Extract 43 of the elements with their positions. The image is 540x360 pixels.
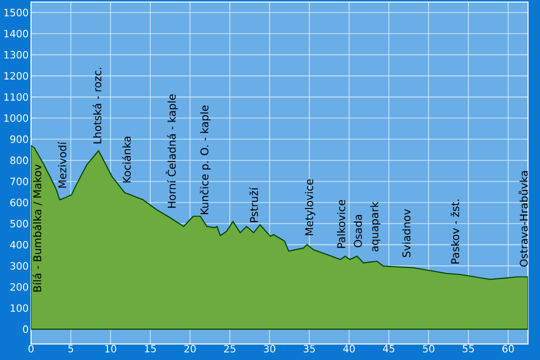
x-tick-label: 5 bbox=[68, 344, 74, 352]
annotation: Sviadnov bbox=[402, 209, 410, 258]
x-tick-label: 45 bbox=[382, 344, 394, 352]
x-tick-label: 15 bbox=[145, 344, 156, 352]
annotation: aquapark bbox=[370, 202, 380, 252]
annotation: Horní Čeladná - kaple bbox=[166, 94, 178, 208]
annotation: Pstruží bbox=[249, 187, 258, 222]
x-tick-label: 35 bbox=[304, 344, 315, 352]
x-tick-label: 30 bbox=[264, 344, 276, 352]
y-tick-label: 100 bbox=[10, 304, 28, 312]
y-tick-label: 1200 bbox=[4, 72, 28, 80]
annotation: Lhotská - rozc. bbox=[92, 68, 102, 144]
annotation: Ostrava-Hrabůvka bbox=[518, 171, 528, 267]
annotation: Bílá - Bumbálka / Makov bbox=[32, 164, 42, 292]
y-tick-label: 500 bbox=[10, 220, 28, 228]
y-tick-label: 1500 bbox=[4, 8, 28, 16]
annotation: Paskov - žst. bbox=[450, 200, 460, 264]
annotation: Osada bbox=[354, 215, 362, 248]
y-tick-label: 0 bbox=[23, 325, 28, 333]
x-tick-label: 50 bbox=[423, 344, 434, 352]
y-tick-label: 1000 bbox=[4, 114, 28, 122]
y-tick-label: 1400 bbox=[4, 30, 28, 38]
y-tick-label: 600 bbox=[10, 198, 28, 206]
x-tick-label: 40 bbox=[343, 344, 355, 352]
y-tick-label: 400 bbox=[10, 240, 28, 249]
y-tick-label: 300 bbox=[10, 262, 28, 270]
x-tick-label: 10 bbox=[105, 344, 116, 352]
x-tick-label: 0 bbox=[28, 344, 34, 352]
y-tick-label: 1300 bbox=[4, 50, 28, 59]
annotation: Palkovice bbox=[337, 200, 346, 248]
y-tick-label: 200 bbox=[10, 283, 28, 291]
y-tick-label: 1100 bbox=[4, 93, 28, 101]
x-tick-label: 60 bbox=[502, 344, 514, 352]
x-tick-label: 55 bbox=[462, 344, 474, 352]
annotation: Metylovice bbox=[304, 179, 316, 236]
y-tick-label: 900 bbox=[10, 135, 28, 143]
x-tick-label: 25 bbox=[224, 344, 236, 352]
annotation: Kociánka bbox=[122, 136, 131, 182]
x-tick-label: 20 bbox=[184, 344, 196, 352]
y-tick-label: 700 bbox=[10, 178, 28, 186]
annotation: Mezivodí bbox=[58, 142, 66, 188]
y-tick-label: 800 bbox=[10, 156, 28, 164]
annotation: Kunčice p. O. - kaple bbox=[200, 106, 211, 214]
